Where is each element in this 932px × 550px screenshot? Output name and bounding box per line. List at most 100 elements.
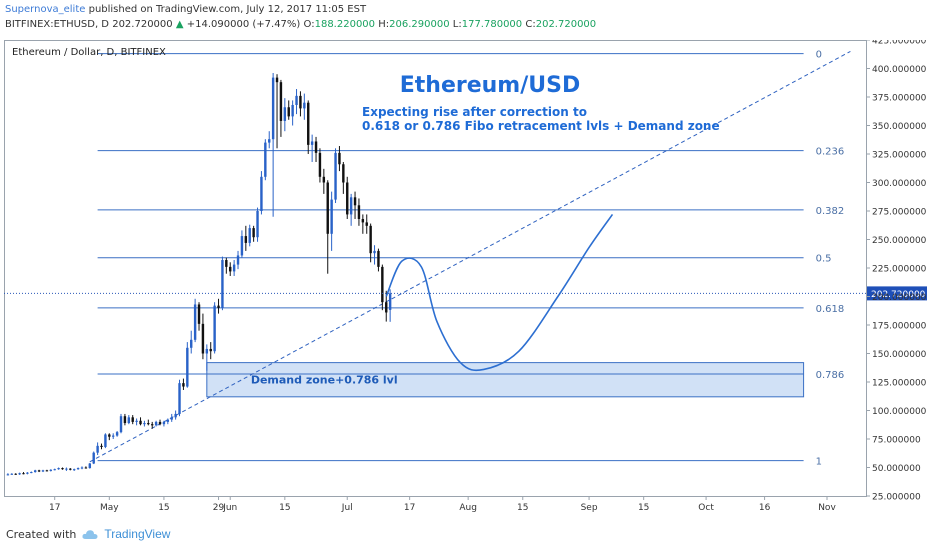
candle-body — [287, 107, 290, 117]
candle-body — [119, 416, 123, 433]
close-label: C: — [525, 19, 536, 30]
candle-body — [151, 424, 154, 426]
last-price: 202.720000 — [112, 19, 173, 30]
x-axis-tick-label: 15 — [279, 503, 290, 513]
candle-body — [373, 250, 376, 254]
candle-body — [178, 383, 181, 414]
candle-body — [193, 304, 197, 340]
y-axis-tick-label: 300.000000 — [872, 179, 927, 189]
candle-body — [10, 473, 14, 475]
candle-body — [295, 95, 298, 105]
high-label: H: — [378, 19, 390, 30]
candle-body — [197, 304, 201, 324]
candle-body — [170, 417, 173, 420]
fib-level-label: 0.382 — [816, 206, 845, 217]
candle-body — [385, 302, 388, 313]
candle-body — [377, 250, 380, 267]
candle-body — [338, 152, 341, 165]
cloud-logo-icon — [82, 529, 98, 539]
fib-level-label: 0 — [816, 50, 822, 61]
candle-body — [53, 469, 56, 471]
chart-title: Ethereum/USD — [400, 73, 581, 98]
x-axis-tick-label: Jun — [222, 503, 237, 513]
candle-body — [369, 225, 372, 254]
candle-body — [123, 416, 127, 424]
candle-body — [158, 421, 162, 425]
x-axis-tick-label: Sep — [581, 503, 598, 513]
projection-curve — [385, 213, 614, 372]
candle-body — [248, 228, 251, 243]
candle-body — [69, 468, 72, 470]
candle-body — [221, 260, 224, 308]
candle-body — [92, 452, 95, 464]
demand-zone-label: Demand zone+0.786 lvl — [251, 374, 398, 387]
candle-body — [14, 473, 17, 475]
candle-body — [96, 445, 99, 453]
demand-zone — [206, 362, 805, 398]
candle-body — [72, 469, 76, 471]
candle-body — [154, 421, 158, 426]
candle-body — [244, 236, 248, 243]
candle-body — [283, 107, 287, 121]
x-axis-tick-label: Jul — [341, 503, 353, 513]
x-axis-tick-label: 29 — [213, 503, 225, 513]
low-label: L: — [452, 19, 462, 30]
candle-body — [80, 467, 84, 469]
candle-body — [143, 423, 146, 425]
candle-body — [213, 305, 216, 352]
candle-body — [182, 383, 185, 387]
candle-body — [271, 77, 275, 140]
candle-body — [232, 264, 236, 272]
close-value: 202.720000 — [535, 19, 597, 30]
x-axis-tick-label: Nov — [818, 503, 836, 513]
candle-body — [41, 470, 45, 472]
candle-body — [33, 470, 37, 473]
x-axis-tick-label: 15 — [638, 503, 649, 513]
candle-body — [307, 102, 310, 145]
candle-body — [127, 417, 131, 424]
candle-body — [88, 463, 92, 469]
candle-body — [349, 197, 353, 215]
x-axis-tick-label: 15 — [517, 503, 528, 513]
candle-body — [100, 445, 103, 447]
candle-body — [236, 255, 240, 265]
candle-body — [139, 420, 142, 425]
candle-body — [291, 104, 294, 117]
candle-body — [49, 469, 53, 471]
candle-body — [84, 467, 88, 469]
open-value: 188.220000 — [314, 19, 376, 30]
y-axis-tick-label: 75.000000 — [872, 436, 921, 446]
author-link[interactable]: Supernova_elite — [5, 4, 86, 15]
candle-body — [61, 468, 64, 470]
candle-body — [361, 218, 365, 223]
price-chart[interactable]: Demand zone+0.786 lvl 0 0.236 0.382 0.5 0.61… — [4, 37, 928, 517]
y-axis-tick-label: 200.000000 — [872, 293, 927, 303]
candle-body — [256, 211, 259, 238]
candle-body — [115, 432, 119, 436]
open-label: O: — [303, 19, 315, 30]
current-price-label: 202.720000 — [871, 290, 926, 300]
fib-level-label: 1 — [816, 457, 822, 468]
candle-body — [108, 434, 111, 437]
annotation-line-1: Expecting rise after correction to — [362, 105, 587, 119]
x-axis-tick-label: Oct — [698, 503, 714, 513]
candle-body — [225, 260, 228, 267]
fib-level-label: 0.5 — [816, 254, 832, 265]
y-axis-tick-label: 325.000000 — [872, 151, 927, 161]
candle-body — [353, 197, 357, 206]
candle-body — [131, 417, 134, 422]
tradingview-brand[interactable]: TradingView — [104, 527, 171, 541]
chart-container[interactable]: Demand zone+0.786 lvl 0 0.236 0.382 0.5 0.61… — [4, 37, 928, 517]
x-axis-tick-label: 15 — [158, 503, 169, 513]
candle-body — [303, 102, 306, 109]
candle-body — [45, 470, 49, 472]
candle-body — [388, 293, 392, 310]
candle-body — [162, 421, 166, 425]
publish-date: published on TradingView.com, July 12, 2… — [88, 4, 367, 15]
y-axis-tick-label: 275.000000 — [872, 208, 927, 218]
candle-body — [299, 95, 302, 109]
candle-body — [76, 468, 80, 470]
x-axis-tick-label: 17 — [404, 503, 415, 513]
y-axis-tick-label: 400.000000 — [872, 65, 927, 75]
x-axis-tick-label: May — [100, 503, 119, 513]
